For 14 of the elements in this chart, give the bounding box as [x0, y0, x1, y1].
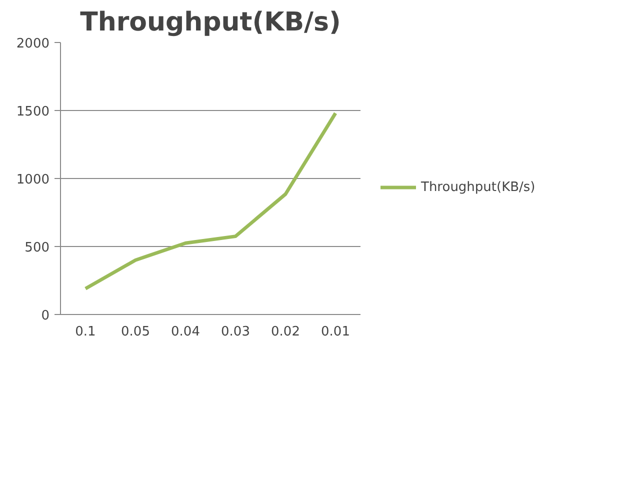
y-tick-label: 1500: [16, 104, 50, 120]
legend-label: Throughput(KB/s): [421, 180, 536, 194]
y-tick-label: 500: [24, 240, 50, 256]
y-tick-label: 0: [41, 308, 50, 324]
x-tick-label: 0.1: [75, 324, 96, 340]
y-tick-label: 2000: [16, 36, 50, 52]
x-tick-label: 0.02: [271, 324, 300, 340]
y-tick-label: 1000: [16, 172, 50, 188]
x-tick-label: 0.05: [121, 324, 150, 340]
x-tick-label: 0.04: [171, 324, 200, 340]
x-tick-label: 0.01: [321, 324, 350, 340]
x-tick-label: 0.03: [221, 324, 250, 340]
chart-title: Throughput(KB/s): [80, 8, 341, 38]
line-series: [84, 111, 338, 290]
